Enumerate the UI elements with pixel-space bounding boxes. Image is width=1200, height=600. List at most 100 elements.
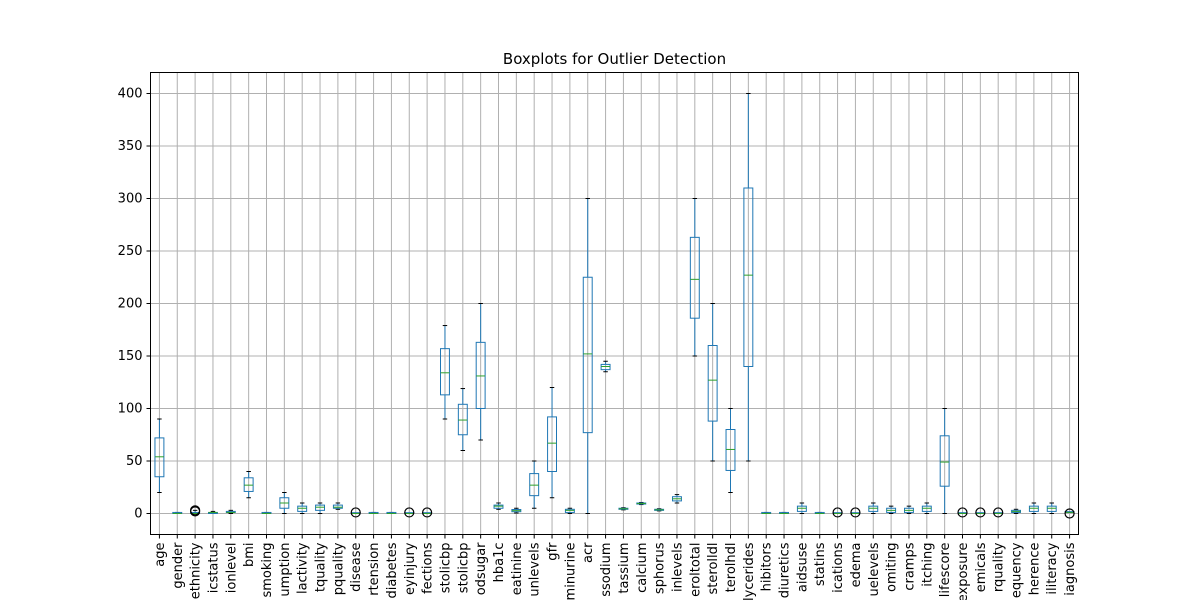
x-tick-label: rquality xyxy=(992,542,1007,592)
iqr-box xyxy=(1028,505,1039,512)
iqr-box xyxy=(529,473,540,497)
box-rtension xyxy=(368,511,379,515)
x-tick-label: fections xyxy=(421,542,436,594)
box-pquality xyxy=(332,502,343,510)
box-tquality xyxy=(315,502,326,514)
iqr-box xyxy=(725,429,736,471)
y-tick-label: 350 xyxy=(118,139,143,154)
x-tick-label: ssodium xyxy=(599,543,614,597)
x-tick-label: uelevels xyxy=(867,542,882,596)
iqr-box xyxy=(457,403,468,436)
x-tick-label: itching xyxy=(920,543,935,587)
outlier-point xyxy=(832,507,843,518)
x-tick-label: edema xyxy=(849,543,864,588)
outlier-point xyxy=(975,507,986,518)
boxes xyxy=(154,93,1075,519)
box-fections xyxy=(422,507,433,518)
x-tick-label: stolicbp xyxy=(456,543,471,594)
box-disease xyxy=(350,507,361,518)
iqr-box xyxy=(582,276,593,434)
box-eatinine xyxy=(511,507,522,514)
x-tick-label: smoking xyxy=(260,543,275,598)
x-tick-label: diabetes xyxy=(385,542,400,598)
box-ionlevel xyxy=(225,509,236,514)
box-bmi xyxy=(243,471,254,499)
x-tick-label: odsugar xyxy=(474,542,489,595)
box-icstatus xyxy=(208,510,218,515)
box-hba1c xyxy=(493,502,504,510)
box-edema xyxy=(850,507,861,518)
x-tick-label: exposure xyxy=(956,543,971,600)
x-tick-label: umption xyxy=(278,543,293,597)
x-tick-label: emicals xyxy=(974,542,989,592)
x-tick-label: ionlevel xyxy=(224,543,239,594)
box-rquality xyxy=(993,507,1004,518)
box-sphorus xyxy=(654,508,665,512)
outlier-point xyxy=(404,507,415,518)
box-iliteracy xyxy=(1046,502,1057,514)
box-equency xyxy=(1011,508,1021,514)
x-tick-label: gfr xyxy=(546,542,561,561)
box-ications xyxy=(832,507,843,518)
outlier-point xyxy=(850,507,861,518)
outlier-point xyxy=(190,505,201,516)
x-tick-label: equency xyxy=(1010,542,1025,598)
outlier-point xyxy=(422,507,433,518)
iqr-box xyxy=(315,504,326,511)
box-tassium xyxy=(618,507,629,511)
box-gfr xyxy=(547,387,557,499)
x-tick-label: minurine xyxy=(563,543,578,600)
x-tick-label: statins xyxy=(813,542,828,586)
x-tick-label: hba1c xyxy=(492,543,507,583)
x-tick-label: sterolldl xyxy=(706,543,721,595)
iqr-box xyxy=(1046,505,1057,512)
iqr-box xyxy=(154,437,165,478)
iqr-box xyxy=(921,505,932,512)
box-cramps xyxy=(904,505,914,514)
x-tick-label: tquality xyxy=(314,542,329,592)
x-tick-label: acr xyxy=(581,542,596,563)
box-calcium xyxy=(636,501,647,506)
box-ssodium xyxy=(600,360,611,373)
x-tick-label: unlevels xyxy=(528,542,543,596)
y-tick-label: 250 xyxy=(118,244,143,259)
x-tick-label: omiting xyxy=(885,543,900,592)
box-age xyxy=(154,418,165,493)
box-acr xyxy=(582,198,593,514)
x-tick-label: eatinine xyxy=(510,543,525,596)
x-tick-label: bmi xyxy=(242,543,257,568)
x-tick-label: iagnosis xyxy=(1063,542,1078,595)
iqr-box xyxy=(243,477,254,492)
box-statins xyxy=(814,511,825,515)
iqr-box xyxy=(332,504,343,509)
grid-lines xyxy=(150,72,1079,535)
iqr-box xyxy=(743,187,754,367)
iqr-box xyxy=(796,505,807,512)
iqr-box xyxy=(440,348,450,396)
box-aidsuse xyxy=(796,502,807,514)
iqr-box xyxy=(547,416,557,472)
x-tick-label: sphorus xyxy=(653,542,668,594)
iqr-box xyxy=(297,505,308,512)
box-sterolldl xyxy=(707,303,718,462)
x-tick-label: rtension xyxy=(367,543,382,596)
box-eyinjury xyxy=(404,507,415,518)
y-tick-label: 400 xyxy=(118,87,143,102)
box-diabetes xyxy=(386,511,397,515)
iqr-box xyxy=(600,363,611,371)
plot-frame xyxy=(150,72,1079,535)
box-lactivity xyxy=(297,502,308,514)
box-unlevels xyxy=(529,460,540,509)
x-tick-label: gender xyxy=(171,542,186,589)
iqr-box xyxy=(939,435,950,487)
box-lifescore xyxy=(939,408,950,514)
box-umption xyxy=(279,492,290,514)
iqr-box xyxy=(564,508,575,513)
box-ethnicity xyxy=(190,505,201,517)
box-minurine xyxy=(564,507,575,514)
x-tick-label: eyinjury xyxy=(403,542,418,595)
box-stolicbp xyxy=(457,388,468,451)
x-tick-label: lactivity xyxy=(296,542,311,594)
x-tick-label: eroltotal xyxy=(688,543,703,597)
box-stolicbp xyxy=(440,325,450,420)
